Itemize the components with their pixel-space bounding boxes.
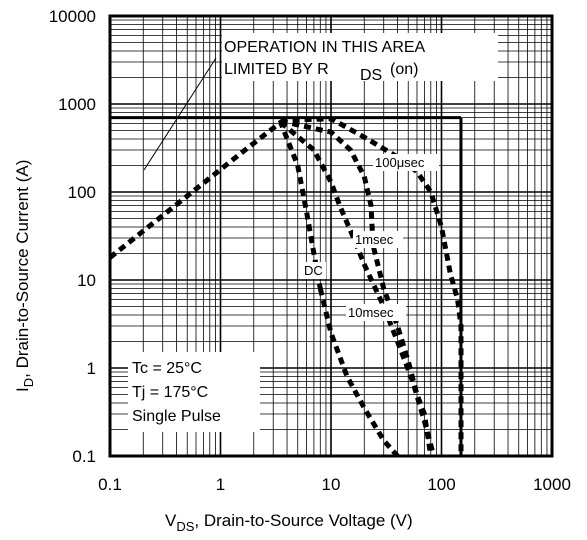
series-line-envelope — [280, 116, 464, 456]
data-series — [108, 116, 464, 458]
y-axis-title-main: I — [13, 387, 32, 392]
y-axis-title: ID, Drain-to-Source Current (A) — [13, 160, 36, 392]
condition-tc: Tc = 25°C — [132, 360, 202, 377]
y-axis-title-rest: , Drain-to-Source Current (A) — [13, 160, 32, 378]
annotation-text-background — [222, 33, 498, 81]
series-line-10msec — [317, 287, 400, 458]
series-line-1msec — [279, 120, 437, 457]
series-label-10ms: 10msec — [348, 305, 394, 320]
rds-on-annotation: OPERATION IN THIS AREA LIMITED BY R DS (… — [143, 33, 498, 171]
label-bg-1ms — [353, 231, 403, 248]
x-axis-title: VDS, Drain-to-Source Voltage (V) — [165, 511, 413, 534]
condition-pulse: Single Pulse — [132, 408, 221, 425]
series-label-1ms: 1msec — [355, 232, 394, 247]
y-tick-label: 1000 — [58, 95, 96, 114]
series-label-100us: 100μsec — [375, 155, 425, 170]
label-bg-100us — [373, 154, 439, 171]
series-labels: 100μsec 1msec DC 10msec — [302, 154, 439, 321]
label-bg-10ms — [346, 304, 406, 321]
x-tick-label: 1 — [216, 475, 225, 494]
condition-tj: Tj = 175°C — [132, 384, 208, 401]
x-tick-label: 0.1 — [98, 475, 122, 494]
series-line-dc — [108, 119, 323, 289]
x-axis-title-main: V — [165, 511, 177, 530]
label-bg-dc — [302, 262, 326, 279]
y-tick-label: 10 — [77, 271, 96, 290]
x-axis-title-rest: , Drain-to-Source Voltage (V) — [194, 511, 412, 530]
y-tick-label: 1 — [87, 359, 96, 378]
x-tick-label: 1000 — [533, 475, 571, 494]
annotation-line-2: LIMITED BY R — [224, 61, 329, 78]
series-label-dc: DC — [304, 263, 323, 278]
y-tick-label: 0.1 — [72, 447, 96, 466]
axis-tick-labels: 0.1 1 10 100 1000 0.1 1 10 100 1000 10000 — [49, 7, 571, 494]
x-axis-title-sub: DS — [176, 519, 194, 534]
annotation-line-2-suffix: (on) — [390, 61, 418, 78]
annotation-line-2-sub: DS — [360, 67, 382, 84]
annotation-line-1: OPERATION IN THIS AREA — [224, 39, 426, 56]
conditions-background — [128, 352, 260, 432]
x-tick-label: 100 — [427, 475, 455, 494]
series-line-100sec — [280, 118, 434, 457]
plot-frame — [108, 14, 554, 458]
annotation-leader-line — [143, 57, 217, 171]
y-tick-label: 100 — [68, 183, 96, 202]
x-tick-label: 10 — [322, 475, 341, 494]
test-conditions: Tc = 25°C Tj = 175°C Single Pulse — [128, 352, 260, 432]
y-axis-title-sub: D — [21, 378, 36, 387]
y-tick-label: 10000 — [49, 7, 96, 26]
